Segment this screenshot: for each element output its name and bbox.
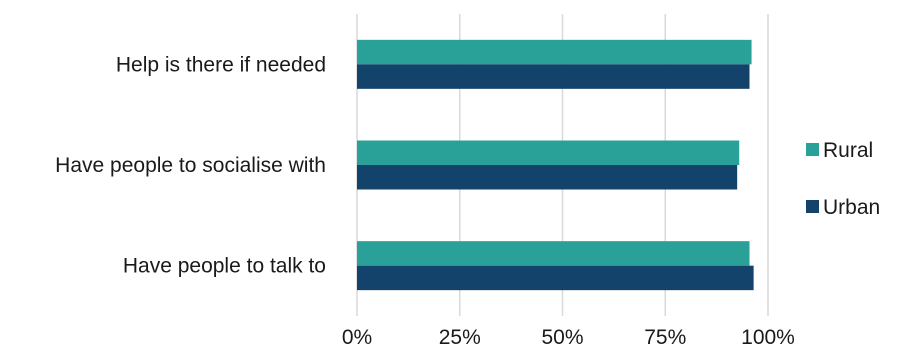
bars [357, 39, 754, 291]
legend: Rural Urban [806, 139, 880, 219]
legend-swatch-rural [806, 143, 819, 156]
legend-swatch-urban [806, 200, 819, 213]
category-label: Help is there if needed [116, 53, 326, 76]
category-label: Have people to talk to [123, 255, 326, 278]
x-tick-label: 0% [342, 326, 372, 349]
bar-rural-0 [357, 39, 752, 65]
legend-label-urban: Urban [823, 196, 880, 219]
x-tick-label: 50% [541, 326, 583, 349]
x-tick-label: 25% [439, 326, 481, 349]
category-labels: Help is there if needed Have people to so… [55, 53, 326, 277]
bar-urban-0 [357, 64, 750, 89]
legend-label-rural: Rural [823, 139, 873, 162]
bar-rural-1 [357, 140, 740, 165]
category-label: Have people to socialise with [55, 154, 326, 177]
x-tick-label: 75% [644, 326, 686, 349]
x-tick-label: 100% [741, 326, 795, 349]
bar-urban-2 [357, 265, 754, 291]
bar-rural-2 [357, 241, 750, 266]
x-axis-tick-labels: 0% 25% 50% 75% 100% [342, 326, 795, 349]
bar-urban-1 [357, 165, 738, 190]
